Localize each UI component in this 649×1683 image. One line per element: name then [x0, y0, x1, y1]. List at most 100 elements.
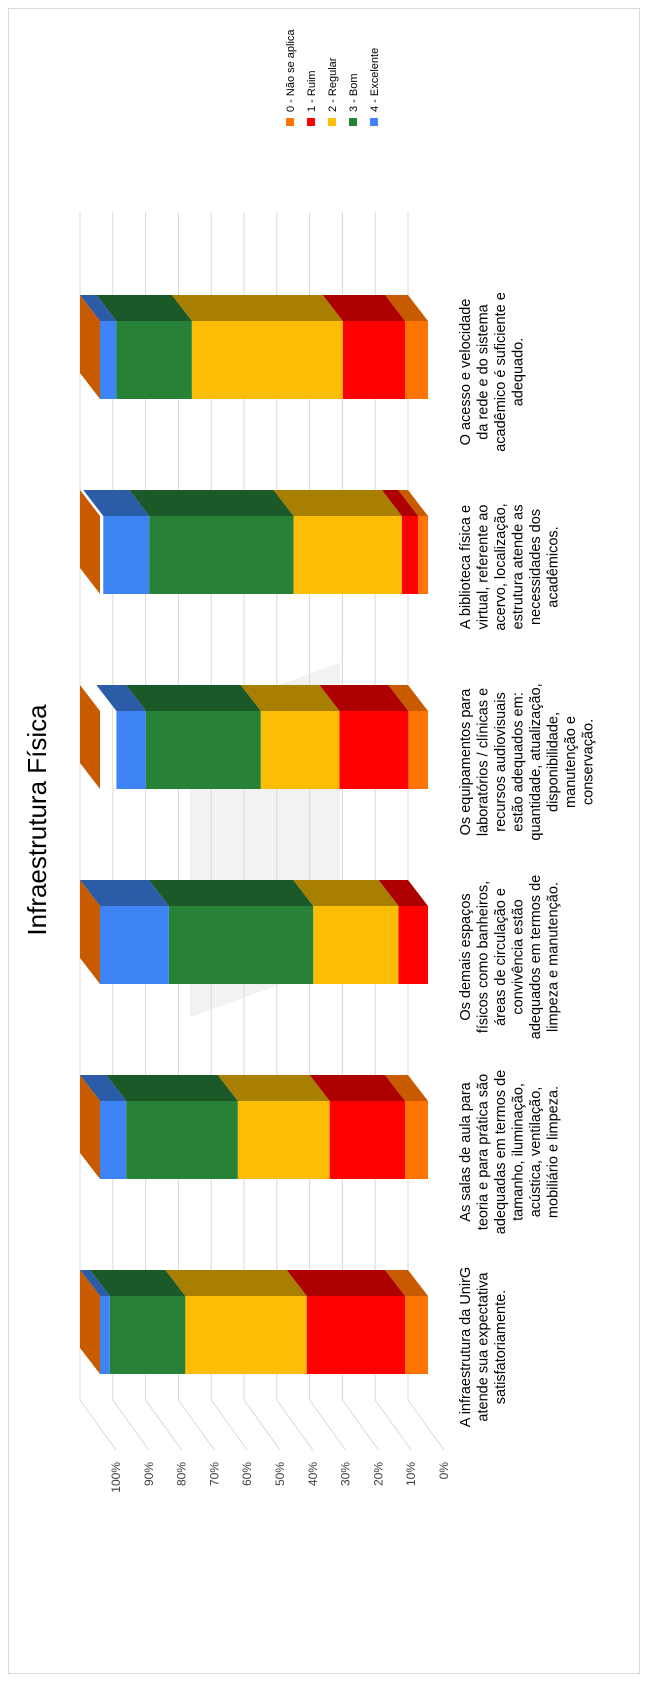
bar-segment-top: [80, 880, 169, 906]
bar-end-face: [80, 490, 100, 594]
gridline-floor: [145, 1399, 183, 1451]
bar-segment-top: [125, 685, 261, 711]
bar-segment-top: [385, 295, 428, 321]
legend-label: 0 - Não se aplica: [285, 29, 297, 112]
value-tick-label: 60%: [240, 1462, 254, 1486]
bar-segment: [306, 1296, 406, 1374]
gridline-floor: [374, 1399, 412, 1451]
bar-segment: [405, 1101, 428, 1179]
bar-segment: [100, 906, 169, 984]
chart-frame: [8, 8, 640, 1674]
bar-segment-top: [385, 1075, 428, 1101]
value-tick-label: 40%: [306, 1462, 320, 1486]
bar-segment: [103, 516, 150, 594]
bar-segment-top: [378, 880, 428, 906]
bar-segment: [168, 906, 314, 984]
bar-segment: [405, 321, 428, 399]
legend: 0 - Não se aplica 1 - Ruim 2 - Regular 3 - …: [285, 29, 381, 126]
bar-segment-top: [319, 685, 409, 711]
bar-segment: [260, 711, 340, 789]
legend-swatch: [286, 118, 294, 126]
bar-end-face: [80, 1270, 100, 1374]
bar-segment-top: [322, 295, 406, 321]
gridline-floor: [243, 1399, 281, 1451]
bar-segment: [408, 711, 428, 789]
bar-segment: [237, 1101, 330, 1179]
bar-segment-top: [398, 490, 428, 516]
category-label: A infraestrutura da UnirG atende sua expe…: [458, 1267, 509, 1427]
bar-segment: [116, 711, 146, 789]
bar-segment-top: [165, 1270, 307, 1296]
bar-segment-top: [381, 490, 419, 516]
legend-label: 2 - Regular: [327, 57, 339, 112]
bar-end-face: [80, 1075, 100, 1179]
bar-segment-top: [171, 295, 343, 321]
bar-segment-top: [293, 880, 399, 906]
bar-segment-top: [388, 685, 428, 711]
legend-swatch: [349, 118, 357, 126]
chart-title: Infraestrutura Física: [22, 704, 52, 936]
bar-segment: [185, 1296, 307, 1374]
bar-segment: [293, 516, 402, 594]
bar-segment-top: [80, 1075, 127, 1101]
category-labels: A infraestrutura da UnirG atende sua expe…: [458, 292, 597, 1427]
value-tick-label: 80%: [175, 1462, 189, 1486]
value-tick-label: 20%: [371, 1462, 385, 1486]
value-tick-label: 50%: [273, 1462, 287, 1486]
bar-segment-top: [96, 685, 146, 711]
gridline-floor: [341, 1399, 379, 1451]
bar-segment-top: [80, 295, 117, 321]
category-label: O acesso e velocidade da rede e do sistem…: [458, 292, 527, 452]
category-label: A biblioteca física e virtual, referente …: [458, 503, 562, 630]
bar-end-face: [80, 880, 100, 984]
bar-segment: [398, 906, 428, 984]
value-tick-label: 0%: [437, 1462, 451, 1480]
bar-segment: [418, 516, 428, 594]
bar-segment: [100, 1101, 127, 1179]
bar-segment: [342, 321, 406, 399]
bar-segment: [401, 516, 419, 594]
bar-segment: [313, 906, 399, 984]
gridline-floor: [276, 1399, 314, 1451]
bar-segment-top: [129, 490, 294, 516]
bar-segment: [329, 1101, 406, 1179]
value-tick-label: 10%: [404, 1462, 418, 1486]
bar-segment: [191, 321, 343, 399]
bar-end-face: [80, 295, 100, 399]
bar-segment-top: [106, 1075, 238, 1101]
bar-segment-top: [309, 1075, 406, 1101]
bar-segment: [126, 1101, 238, 1179]
legend-swatch: [307, 118, 315, 126]
bars: [80, 295, 428, 1374]
gridline-floor: [112, 1399, 150, 1451]
value-tick-label: 90%: [142, 1462, 156, 1486]
bar-segment: [100, 1296, 110, 1374]
gridlines: [79, 212, 445, 1451]
bar-segment: [149, 516, 294, 594]
legend-swatch: [370, 118, 378, 126]
bar-segment: [405, 1296, 428, 1374]
gridline-floor: [407, 1399, 445, 1451]
bar-segment-top: [148, 880, 314, 906]
legend-label: 4 - Excelente: [369, 48, 381, 112]
bar-end-face: [80, 685, 100, 789]
gridline-floor: [309, 1399, 347, 1451]
bar-segment-top: [240, 685, 340, 711]
bar-segment: [339, 711, 409, 789]
bar-segment: [100, 321, 117, 399]
category-label: As salas de aula para teoria e para práti…: [458, 1070, 562, 1234]
bar-segment: [109, 1296, 186, 1374]
bar-segment-top: [96, 295, 192, 321]
legend-label: 3 - Bom: [348, 73, 360, 112]
value-tick-label: 70%: [207, 1462, 221, 1486]
legend-label: 1 - Ruim: [306, 70, 318, 112]
gridline-floor: [79, 1399, 117, 1451]
value-tick-label: 30%: [339, 1462, 353, 1486]
bar-segment: [145, 711, 261, 789]
bar-segment-top: [83, 490, 150, 516]
legend-swatch: [328, 118, 336, 126]
bar-segment: [116, 321, 192, 399]
bar-segment-top: [89, 1270, 186, 1296]
category-label: Os equipamentos para laboratórios / clíni…: [458, 683, 597, 840]
